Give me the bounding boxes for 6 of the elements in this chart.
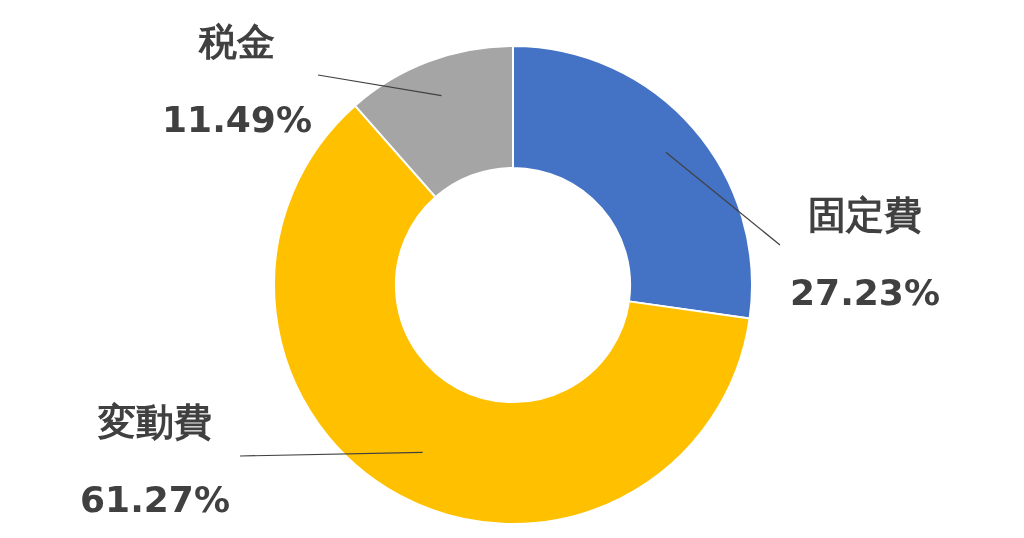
data-label: 27.23% bbox=[790, 272, 940, 314]
data-label: 61.27% bbox=[80, 479, 230, 521]
slice-label: 固定費 bbox=[808, 192, 922, 237]
slice-label: 変動費 bbox=[97, 399, 212, 444]
slice-label: 税金 bbox=[198, 19, 275, 64]
data-label: 11.49% bbox=[162, 99, 312, 141]
